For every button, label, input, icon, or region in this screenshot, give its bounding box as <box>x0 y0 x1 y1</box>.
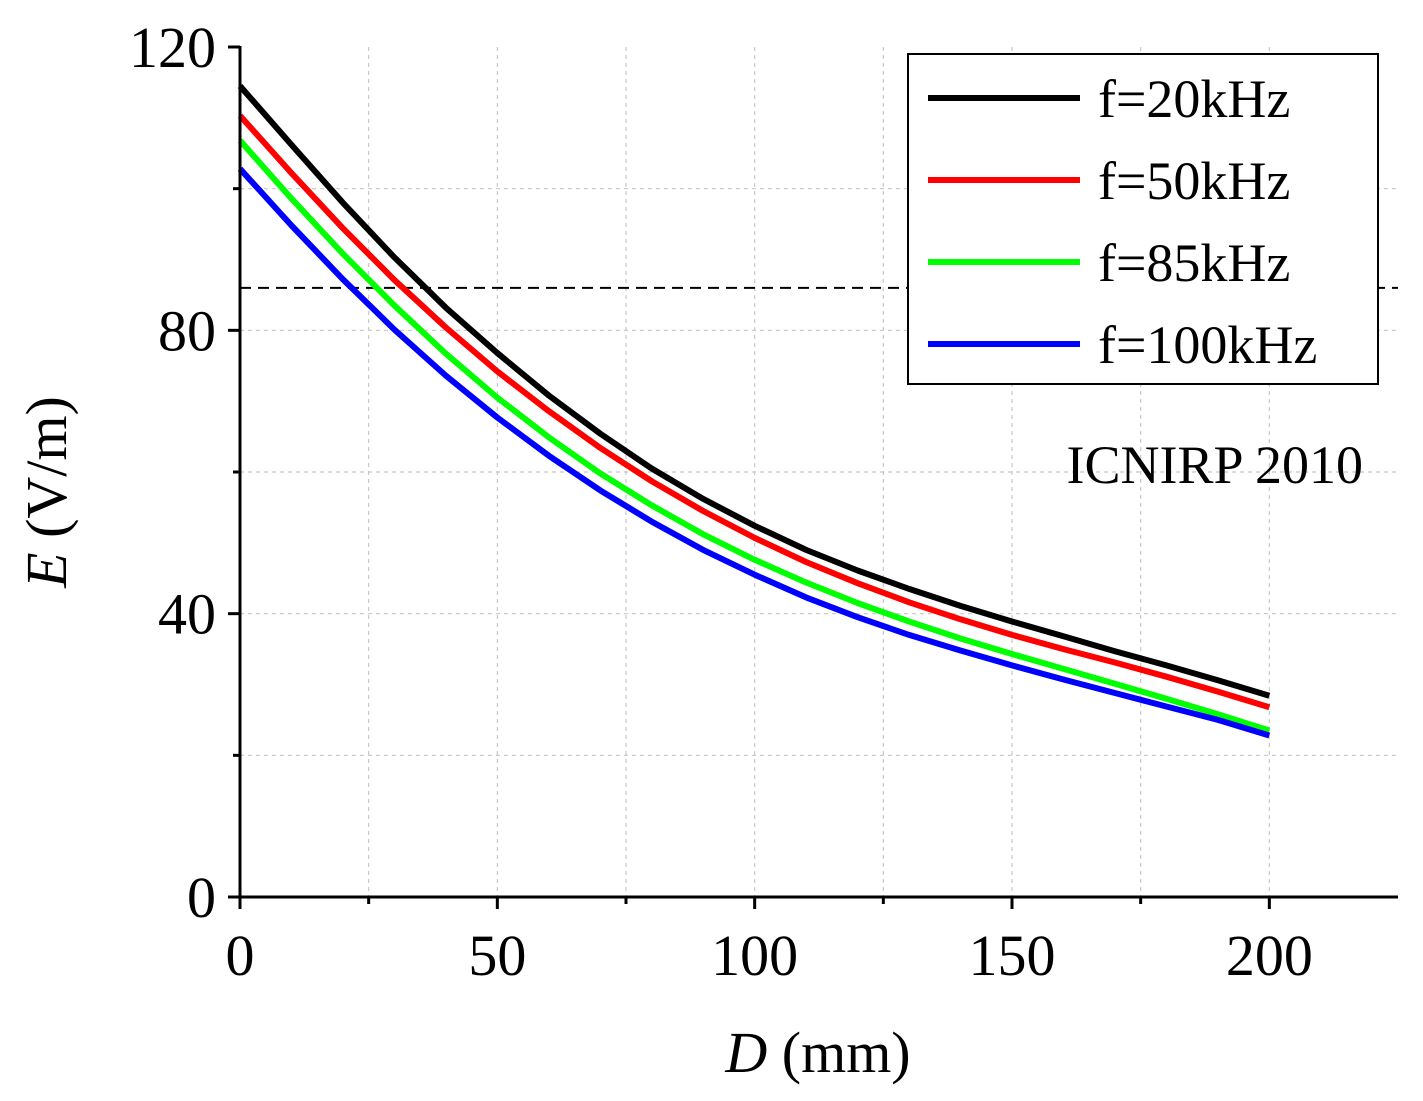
legend-label-3: f=85kHz <box>1098 233 1290 293</box>
y-axis-unit: (V/m) <box>14 396 79 552</box>
y-tick-label: 80 <box>158 298 216 363</box>
x-axis-unit: (mm) <box>767 1020 910 1085</box>
legend: f=20kHz f=50kHz f=85kHz f=100kHz <box>907 53 1379 385</box>
legend-label-4: f=100kHz <box>1098 315 1317 375</box>
x-axis-title: D (mm) <box>724 1020 910 1085</box>
series-line-4 <box>237 166 1271 739</box>
y-tick-label: 0 <box>187 865 216 930</box>
grid-layer <box>240 47 1398 897</box>
x-tick-label: 150 <box>969 923 1056 988</box>
x-axis-variable: D <box>724 1020 767 1085</box>
series-line-1 <box>237 84 1271 699</box>
legend-box <box>907 53 1379 385</box>
legend-label-2: f=50kHz <box>1098 151 1290 211</box>
x-tick-label: 50 <box>468 923 526 988</box>
y-tick-label: 120 <box>129 15 216 80</box>
y-axis-title: E (V/m) <box>14 396 79 589</box>
x-tick-label: 100 <box>711 923 798 988</box>
series-line-3 <box>237 138 1271 734</box>
x-tick-label: 0 <box>226 923 255 988</box>
x-tick-label: 200 <box>1226 923 1313 988</box>
series-layer <box>237 84 1271 739</box>
ticks-layer: 0 50 100 150 200 0 40 80 120 <box>129 15 1313 988</box>
y-tick-label: 40 <box>158 582 216 647</box>
series-line-2 <box>237 113 1271 711</box>
y-axis-variable: E <box>14 552 79 588</box>
annotation-icnirp: ICNIRP 2010 <box>1066 435 1363 495</box>
legend-label-1: f=20kHz <box>1098 69 1290 129</box>
